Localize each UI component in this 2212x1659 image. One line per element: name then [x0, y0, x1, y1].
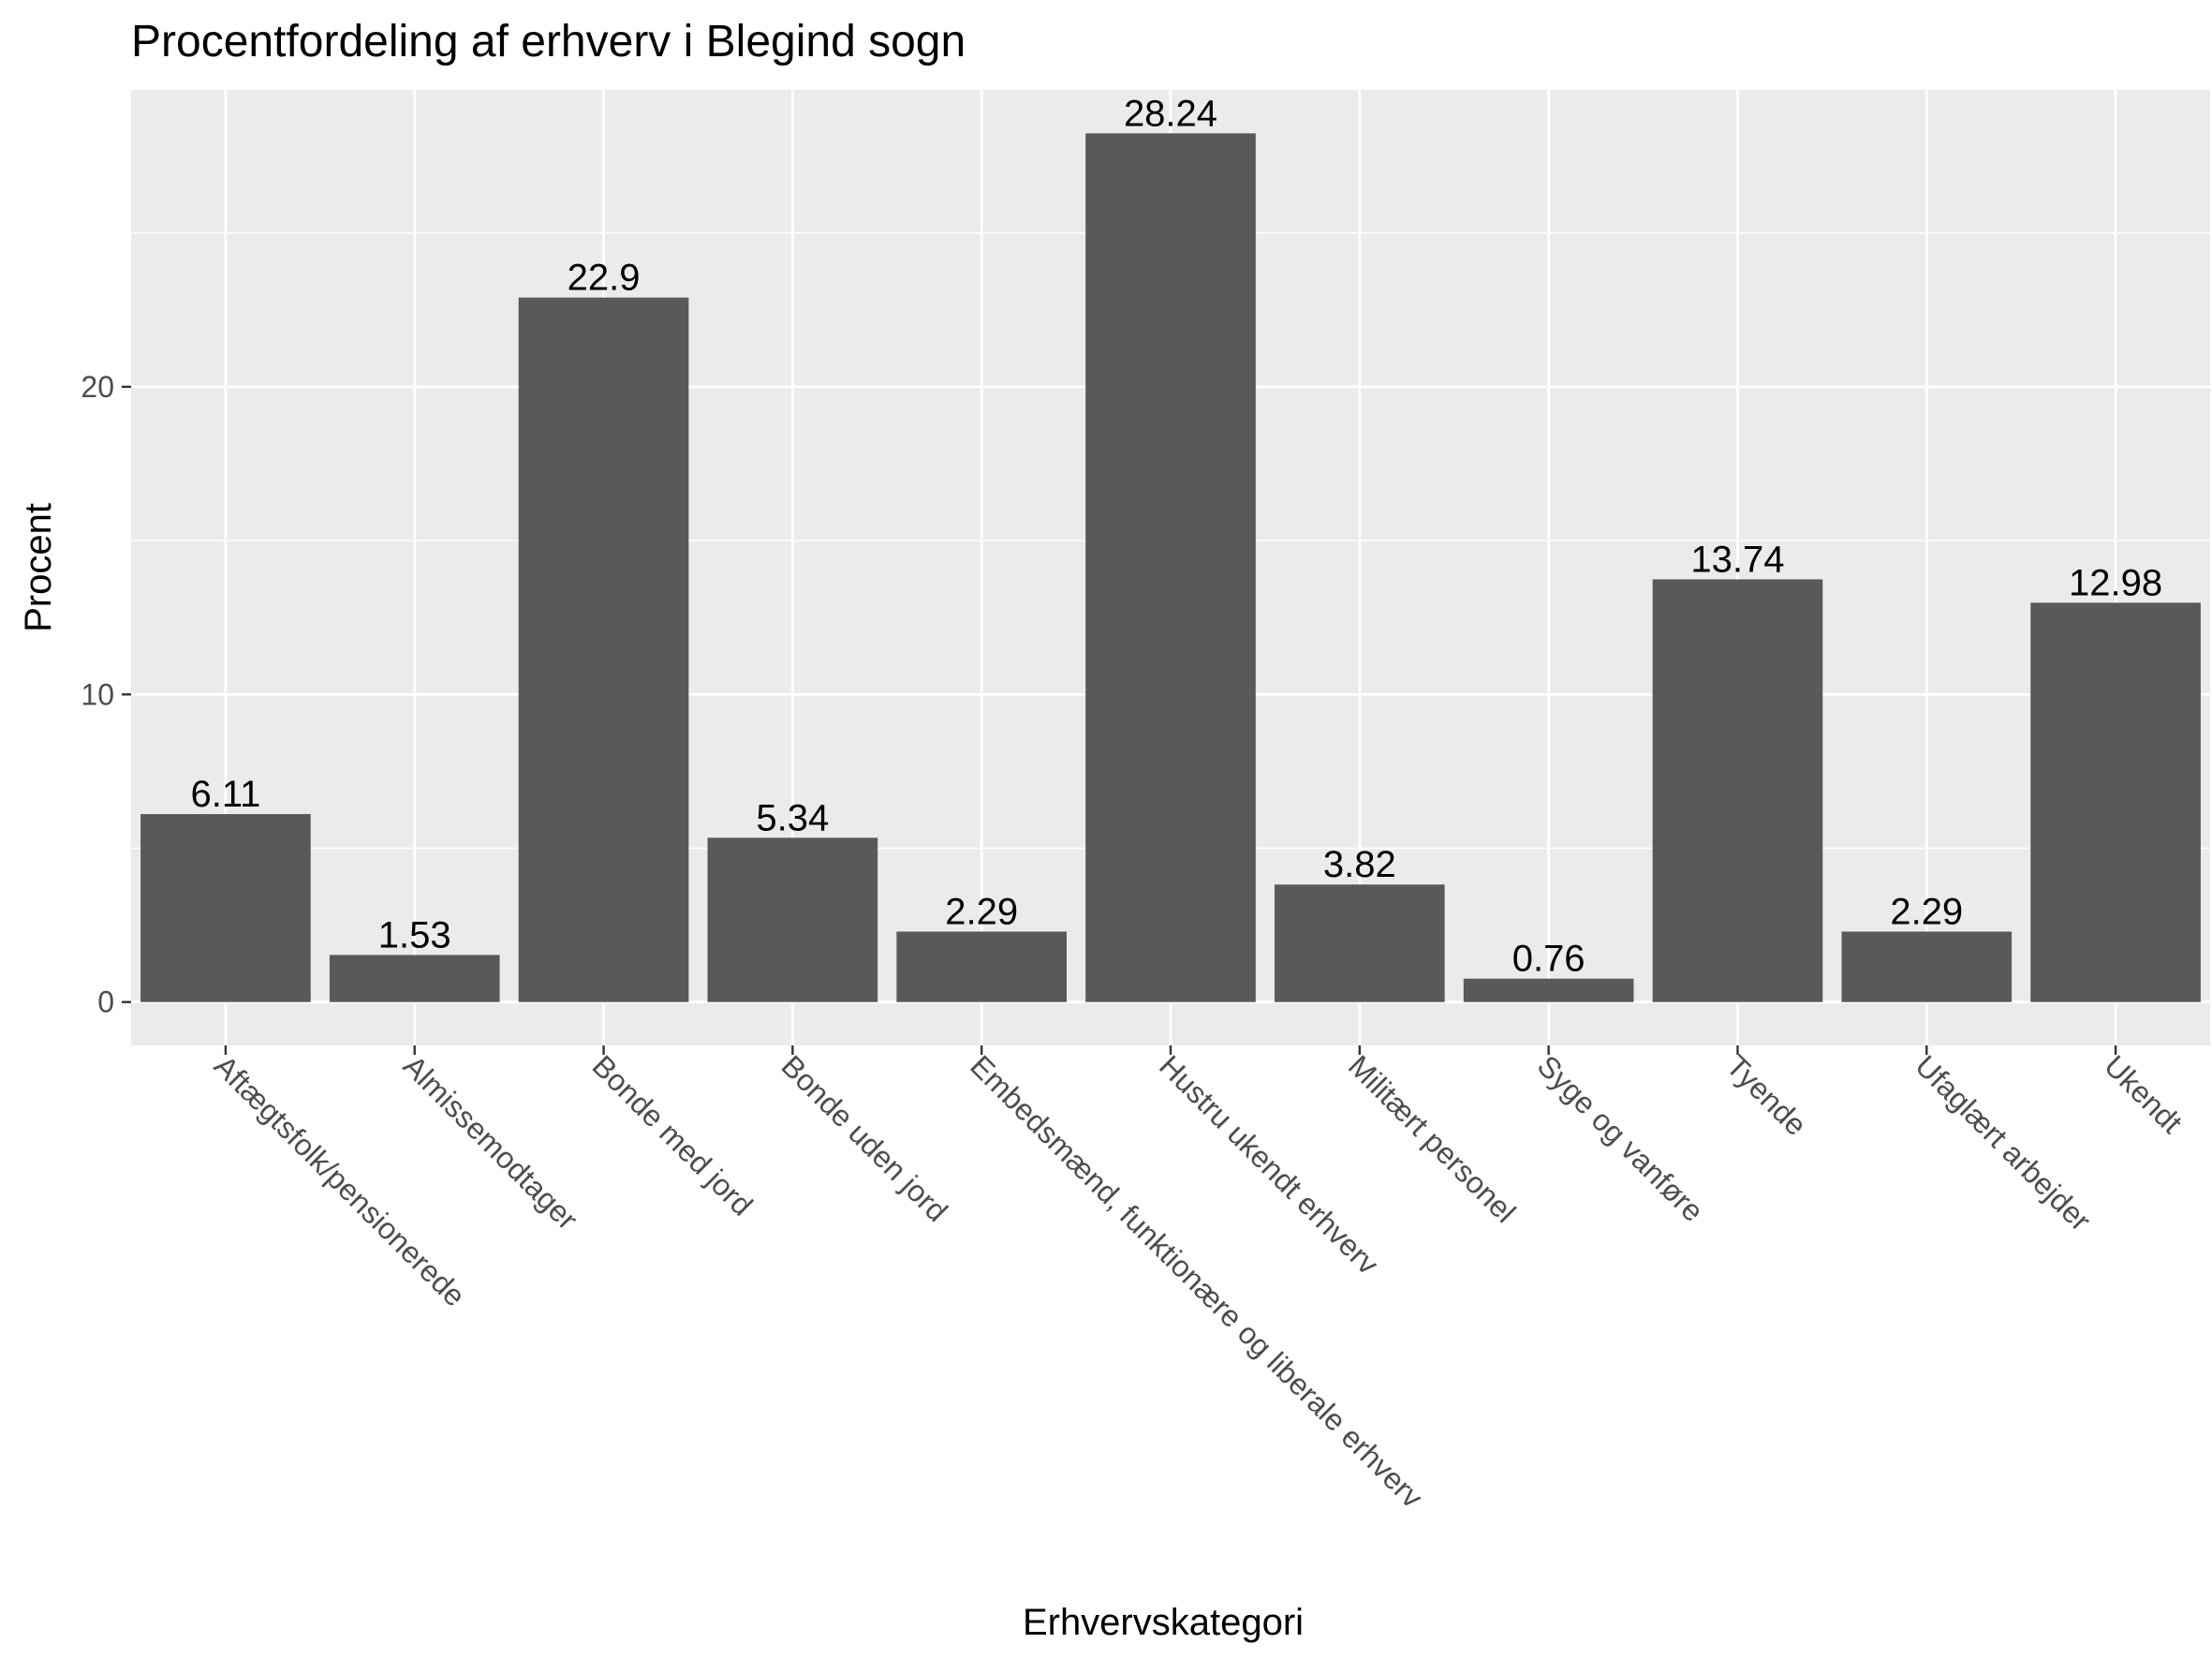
data-label: 2.29	[945, 891, 1018, 932]
data-label: 12.98	[2069, 562, 2162, 603]
bar	[1085, 133, 1256, 1002]
chart-title: Procentfordeling af erhverv i Blegind so…	[131, 17, 966, 67]
data-labels: 6.11 1.53 22.9 5.34 2.29 28.24 3.82 0.76 13.74 2.…	[190, 93, 2162, 979]
bar	[2030, 602, 2201, 1002]
x-tick-label: Ufaglært arbejder	[1909, 1048, 2098, 1237]
bar	[1275, 884, 1445, 1002]
data-label: 1.53	[378, 914, 451, 955]
x-tick-label: Embedsmænd, funktionære og liberale erhv…	[964, 1048, 1429, 1514]
bars	[140, 133, 2201, 1002]
x-axis-title: Erhvervskategori	[1023, 1602, 1304, 1643]
bar	[707, 837, 878, 1002]
x-tick-label: Ukendt	[2098, 1048, 2189, 1139]
y-axis-title: Procent	[18, 503, 59, 632]
bar	[896, 931, 1067, 1002]
bar	[140, 814, 311, 1002]
bar	[1841, 931, 2013, 1002]
data-label: 3.82	[1323, 844, 1396, 885]
y-tick-label: 10	[81, 677, 114, 711]
bar	[1652, 579, 1823, 1002]
x-tick-label: Tyende	[1720, 1048, 1814, 1142]
y-tick-label: 20	[81, 370, 114, 404]
data-label: 0.76	[1512, 939, 1585, 980]
y-tick-label: 0	[97, 985, 114, 1019]
data-label: 5.34	[756, 797, 829, 838]
data-label: 2.29	[1890, 891, 1963, 932]
x-tick-label: Syge og vanføre	[1531, 1048, 1710, 1227]
x-tick-label: Militært personel	[1342, 1048, 1523, 1229]
bar	[1463, 978, 1634, 1002]
data-label: 6.11	[190, 774, 260, 815]
x-tick-label: Hustru ukendt erhverv	[1153, 1048, 1385, 1281]
data-label: 28.24	[1124, 93, 1217, 134]
x-tick-label: Almissemodtager	[397, 1048, 584, 1236]
y-axis: 0 10 20	[81, 370, 131, 1019]
data-label: 13.74	[1690, 539, 1784, 580]
x-tick-label: Bonde uden jord	[774, 1048, 954, 1228]
bar	[329, 955, 500, 1002]
x-tick-label: Bonde med jord	[586, 1048, 759, 1222]
data-label: 22.9	[568, 258, 641, 299]
bar	[518, 297, 689, 1002]
